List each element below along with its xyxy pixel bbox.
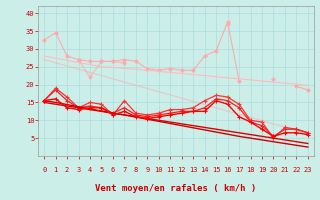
X-axis label: Vent moyen/en rafales ( km/h ): Vent moyen/en rafales ( km/h ) — [95, 184, 257, 193]
